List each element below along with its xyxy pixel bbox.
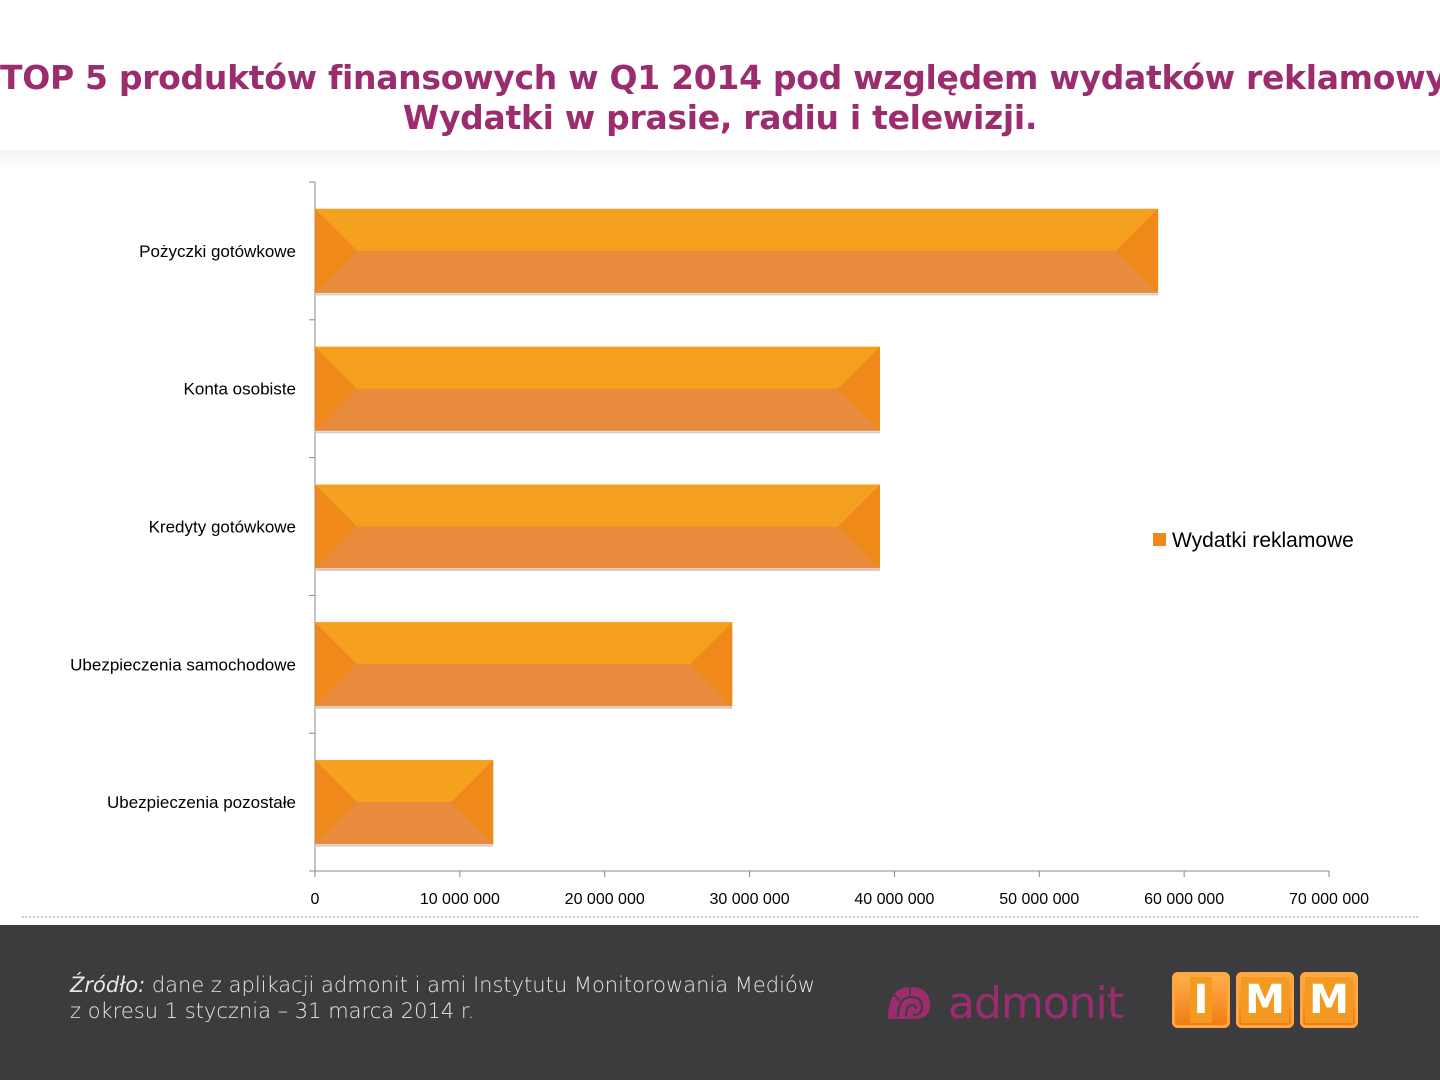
- bar-top-facet: [315, 346, 880, 389]
- bar-bottom-facet: [315, 526, 880, 569]
- legend-label: Wydatki reklamowe: [1172, 529, 1354, 552]
- x-tick-label: 0: [311, 891, 320, 908]
- bar-4: [315, 622, 733, 709]
- x-tick-label: 30 000 000: [710, 891, 790, 908]
- bar-right-facet: [1116, 208, 1159, 293]
- legend-swatch: [1153, 533, 1166, 546]
- imm-logo: I M M: [1172, 972, 1358, 1028]
- x-tick-label: 10 000 000: [420, 891, 500, 908]
- imm-tile-m1: M: [1236, 972, 1294, 1028]
- admonit-wordmark: admonit: [948, 977, 1124, 1029]
- bar-left-facet: [315, 484, 357, 569]
- bar-left-facet: [315, 208, 357, 293]
- bar-left-facet: [315, 622, 357, 707]
- source-period: z okresu 1 stycznia – 31 marca 2014 r.: [70, 999, 475, 1023]
- bar-top-facet: [315, 622, 733, 665]
- bar-2: [315, 346, 880, 434]
- bar-right-facet: [451, 760, 494, 845]
- x-tick-label: 70 000 000: [1289, 891, 1369, 908]
- bar-bottom-facet: [315, 664, 733, 707]
- bar-chart: 0 10 000 000 20 000 000 30 000 000 40 000 00…: [70, 181, 1369, 908]
- source-label: Źródło:: [70, 973, 146, 997]
- x-tick-label: 50 000 000: [999, 891, 1079, 908]
- bar-bottom-facet: [315, 802, 494, 845]
- bar-top-facet: [315, 760, 494, 803]
- bar-right-facet: [837, 346, 880, 431]
- bar-bottom-facet: [315, 250, 1159, 293]
- admonit-logo: admonit: [884, 977, 1124, 1029]
- x-tick-label: 20 000 000: [565, 891, 645, 908]
- bar-5: [315, 760, 494, 847]
- bar-left-facet: [315, 346, 357, 431]
- chart-title: TOP 5 produktów finansowych w Q1 2014 po…: [0, 58, 1440, 138]
- bar-3: [315, 484, 880, 571]
- x-tick-label: 40 000 000: [854, 891, 934, 908]
- bar-right-facet: [837, 484, 880, 569]
- bar-bottom-facet: [315, 388, 880, 431]
- bar-left-facet: [315, 760, 357, 845]
- bar-top-facet: [315, 484, 880, 527]
- admonit-shell-icon: [888, 987, 930, 1019]
- imm-tile-m2: M: [1300, 972, 1358, 1028]
- bar-right-facet: [690, 622, 733, 707]
- category-label: Ubezpieczenia samochodowe: [70, 655, 296, 674]
- imm-tile-i: I: [1172, 972, 1230, 1028]
- source-text: dane z aplikacji admonit i ami Instytutu…: [145, 973, 815, 997]
- source-note: Źródło: dane z aplikacji admonit i ami I…: [70, 972, 815, 1024]
- category-label: Kredyty gotówkowe: [149, 518, 296, 537]
- title-line-1: TOP 5 produktów finansowych w Q1 2014 po…: [0, 58, 1440, 97]
- title-line-2: Wydatki w prasie, radiu i telewizji.: [402, 98, 1038, 137]
- bar-top-facet: [315, 208, 1159, 251]
- bar-1: [315, 208, 1159, 296]
- dotted-divider: [22, 916, 1418, 918]
- category-label: Ubezpieczenia pozostałe: [107, 793, 296, 812]
- x-tick-label: 60 000 000: [1144, 891, 1224, 908]
- title-divider: [0, 150, 1440, 170]
- category-label: Pożyczki gotówkowe: [139, 242, 296, 261]
- category-label: Konta osobiste: [184, 380, 296, 399]
